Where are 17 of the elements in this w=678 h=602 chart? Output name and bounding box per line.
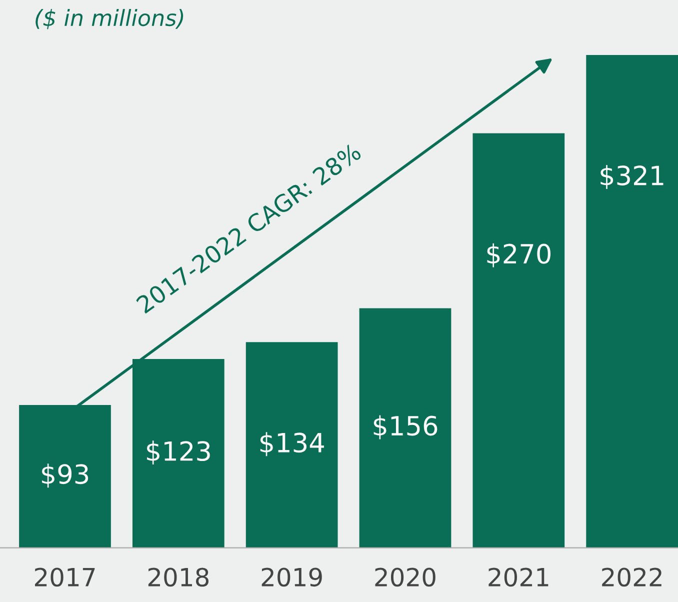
x-tick-label: 2018 bbox=[148, 568, 209, 587]
x-tick-label: 2017 bbox=[35, 568, 95, 587]
bar bbox=[359, 308, 452, 548]
x-tick-label: 2021 bbox=[488, 568, 548, 587]
bar bbox=[246, 342, 338, 548]
x-tick-label: 2019 bbox=[262, 568, 322, 587]
data-label: $123 bbox=[147, 440, 210, 465]
bar bbox=[472, 133, 565, 548]
data-label: $156 bbox=[374, 415, 438, 440]
data-label: $134 bbox=[260, 432, 324, 456]
data-label: $93 bbox=[42, 464, 88, 488]
x-tick-label: 2020 bbox=[375, 568, 436, 587]
x-tick-label: 2022 bbox=[602, 568, 662, 587]
bar bbox=[586, 54, 678, 548]
data-label: $321 bbox=[600, 165, 664, 189]
chart-title: ($ in millions) bbox=[36, 9, 184, 30]
data-label: $270 bbox=[487, 243, 550, 268]
